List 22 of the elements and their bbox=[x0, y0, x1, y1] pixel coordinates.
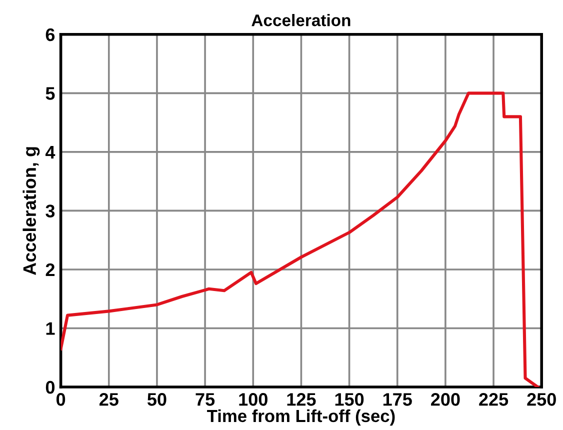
y-tick-label: 2 bbox=[46, 263, 55, 276]
x-tick-label: 250 bbox=[527, 393, 556, 406]
y-tick-label: 1 bbox=[46, 322, 55, 335]
x-tick-label: 75 bbox=[196, 393, 215, 406]
y-tick-label: 3 bbox=[46, 204, 55, 218]
x-tick-label: 50 bbox=[147, 393, 166, 406]
y-tick-label: 4 bbox=[45, 146, 56, 158]
y-axis-title: Acceleration, g bbox=[22, 147, 40, 275]
x-tick-label: 25 bbox=[99, 393, 118, 406]
x-axis-title: Time from Lift-off (sec) bbox=[207, 409, 395, 426]
x-tick-label: 0 bbox=[56, 393, 66, 406]
x-tick-label: 200 bbox=[431, 393, 460, 406]
y-tick-label: 5 bbox=[46, 87, 55, 100]
x-tick-label: 125 bbox=[287, 393, 316, 406]
y-tick-label: 0 bbox=[46, 380, 55, 394]
chart-title: Acceleration bbox=[252, 14, 350, 26]
y-tick-label: 6 bbox=[46, 28, 55, 42]
line-series bbox=[60, 92, 540, 387]
x-tick-label: 175 bbox=[383, 393, 412, 406]
x-tick-label: 150 bbox=[335, 393, 364, 406]
x-tick-label: 100 bbox=[239, 393, 268, 406]
x-tick-label: 225 bbox=[479, 393, 508, 406]
